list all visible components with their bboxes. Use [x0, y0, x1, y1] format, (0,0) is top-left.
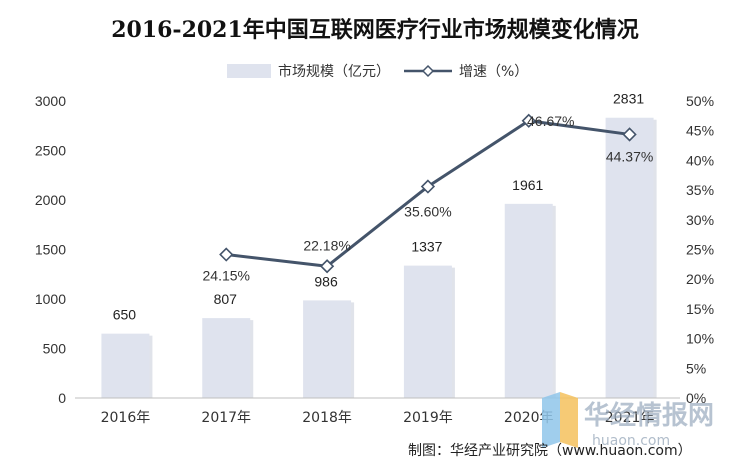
- y-right-tick-label: 20%: [686, 271, 714, 287]
- growth-marker: [521, 113, 536, 128]
- y-right-tick-label: 5%: [686, 360, 706, 376]
- y-right-tick-label: 15%: [686, 301, 714, 317]
- legend-label-line: 增速（%）: [459, 64, 528, 80]
- x-tick-label: 2019年: [403, 410, 453, 426]
- y-left-tick-label: 2000: [35, 192, 66, 208]
- x-tick-label: 2017年: [201, 410, 251, 426]
- legend: 市场规模（亿元） 增速（%）: [227, 63, 528, 80]
- bar-value-label: 986: [314, 273, 338, 289]
- y-right-tick-label: 0%: [686, 390, 706, 406]
- watermark-logo-icon-left: [542, 392, 560, 448]
- x-tick-label: 2016年: [101, 410, 151, 426]
- bar: [202, 318, 251, 398]
- bar: [101, 333, 150, 398]
- y-left-tick-label: 1500: [35, 242, 66, 258]
- bar: [303, 300, 352, 398]
- y-left-tick-label: 0: [58, 390, 66, 406]
- y-left-tick-label: 500: [43, 341, 67, 357]
- y-left-tick-label: 3000: [35, 93, 66, 109]
- legend-swatch-bar: [227, 64, 271, 78]
- y-right-tick-label: 25%: [686, 242, 714, 258]
- legend-label-bar: 市场规模（亿元）: [278, 63, 390, 80]
- growth-value-label: 24.15%: [203, 268, 250, 284]
- y-right-tick-label: 35%: [686, 182, 714, 198]
- growth-marker: [622, 127, 637, 142]
- growth-value-label: 35.60%: [404, 204, 451, 220]
- growth-value-label: 44.37%: [606, 148, 653, 164]
- y-right-tick-label: 40%: [686, 152, 714, 168]
- growth-marker: [319, 259, 335, 274]
- y-right-tick-label: 45%: [686, 123, 714, 139]
- bar-value-label: 1337: [411, 239, 442, 255]
- bar-value-label: 1961: [512, 177, 543, 193]
- y-right-tick-label: 50%: [686, 93, 714, 109]
- bar: [504, 203, 553, 398]
- watermark-logo-icon-right: [560, 392, 578, 448]
- growth-value-label: 22.18%: [303, 237, 350, 253]
- source-note: 制图：华经产业研究院（www.huaon.com）: [408, 443, 692, 459]
- bar-series: [101, 117, 657, 398]
- watermark-logo: 华经情报网 huaon.com: [542, 392, 714, 449]
- x-tick-label: 2020年: [504, 410, 554, 426]
- y-left-tick-label: 1000: [35, 291, 66, 307]
- bar: [605, 117, 654, 398]
- bar: [403, 265, 452, 398]
- data-labels: 650 807 986 1337 1961 2831 24.15% 22.18% 35.60% 4…: [113, 91, 654, 323]
- growth-marker: [420, 179, 436, 194]
- watermark-url: huaon.com: [592, 433, 670, 449]
- bar-value-label: 650: [113, 307, 137, 323]
- y-right-tick-label: 10%: [686, 331, 714, 347]
- line-series: [219, 113, 637, 274]
- x-tick-label: 2021年: [605, 410, 655, 426]
- y-right-tick-label: 30%: [686, 212, 714, 228]
- growth-marker: [219, 247, 234, 262]
- chart-title: 2016-2021年中国互联网医疗行业市场规模变化情况: [111, 17, 639, 43]
- x-tick-label: 2018年: [302, 410, 352, 426]
- legend-marker-icon: [421, 64, 435, 78]
- watermark-text: 华经情报网: [584, 400, 714, 431]
- y-left-tick-label: 2500: [35, 143, 66, 159]
- bar-value-label: 807: [214, 291, 238, 307]
- bar-value-label: 2831: [613, 91, 644, 107]
- growth-value-label: 46.67%: [527, 113, 574, 129]
- axes: 0 500 1000 1500 2000 2500 3000 0% 5% 10% 15% 20% 25%…: [35, 93, 714, 426]
